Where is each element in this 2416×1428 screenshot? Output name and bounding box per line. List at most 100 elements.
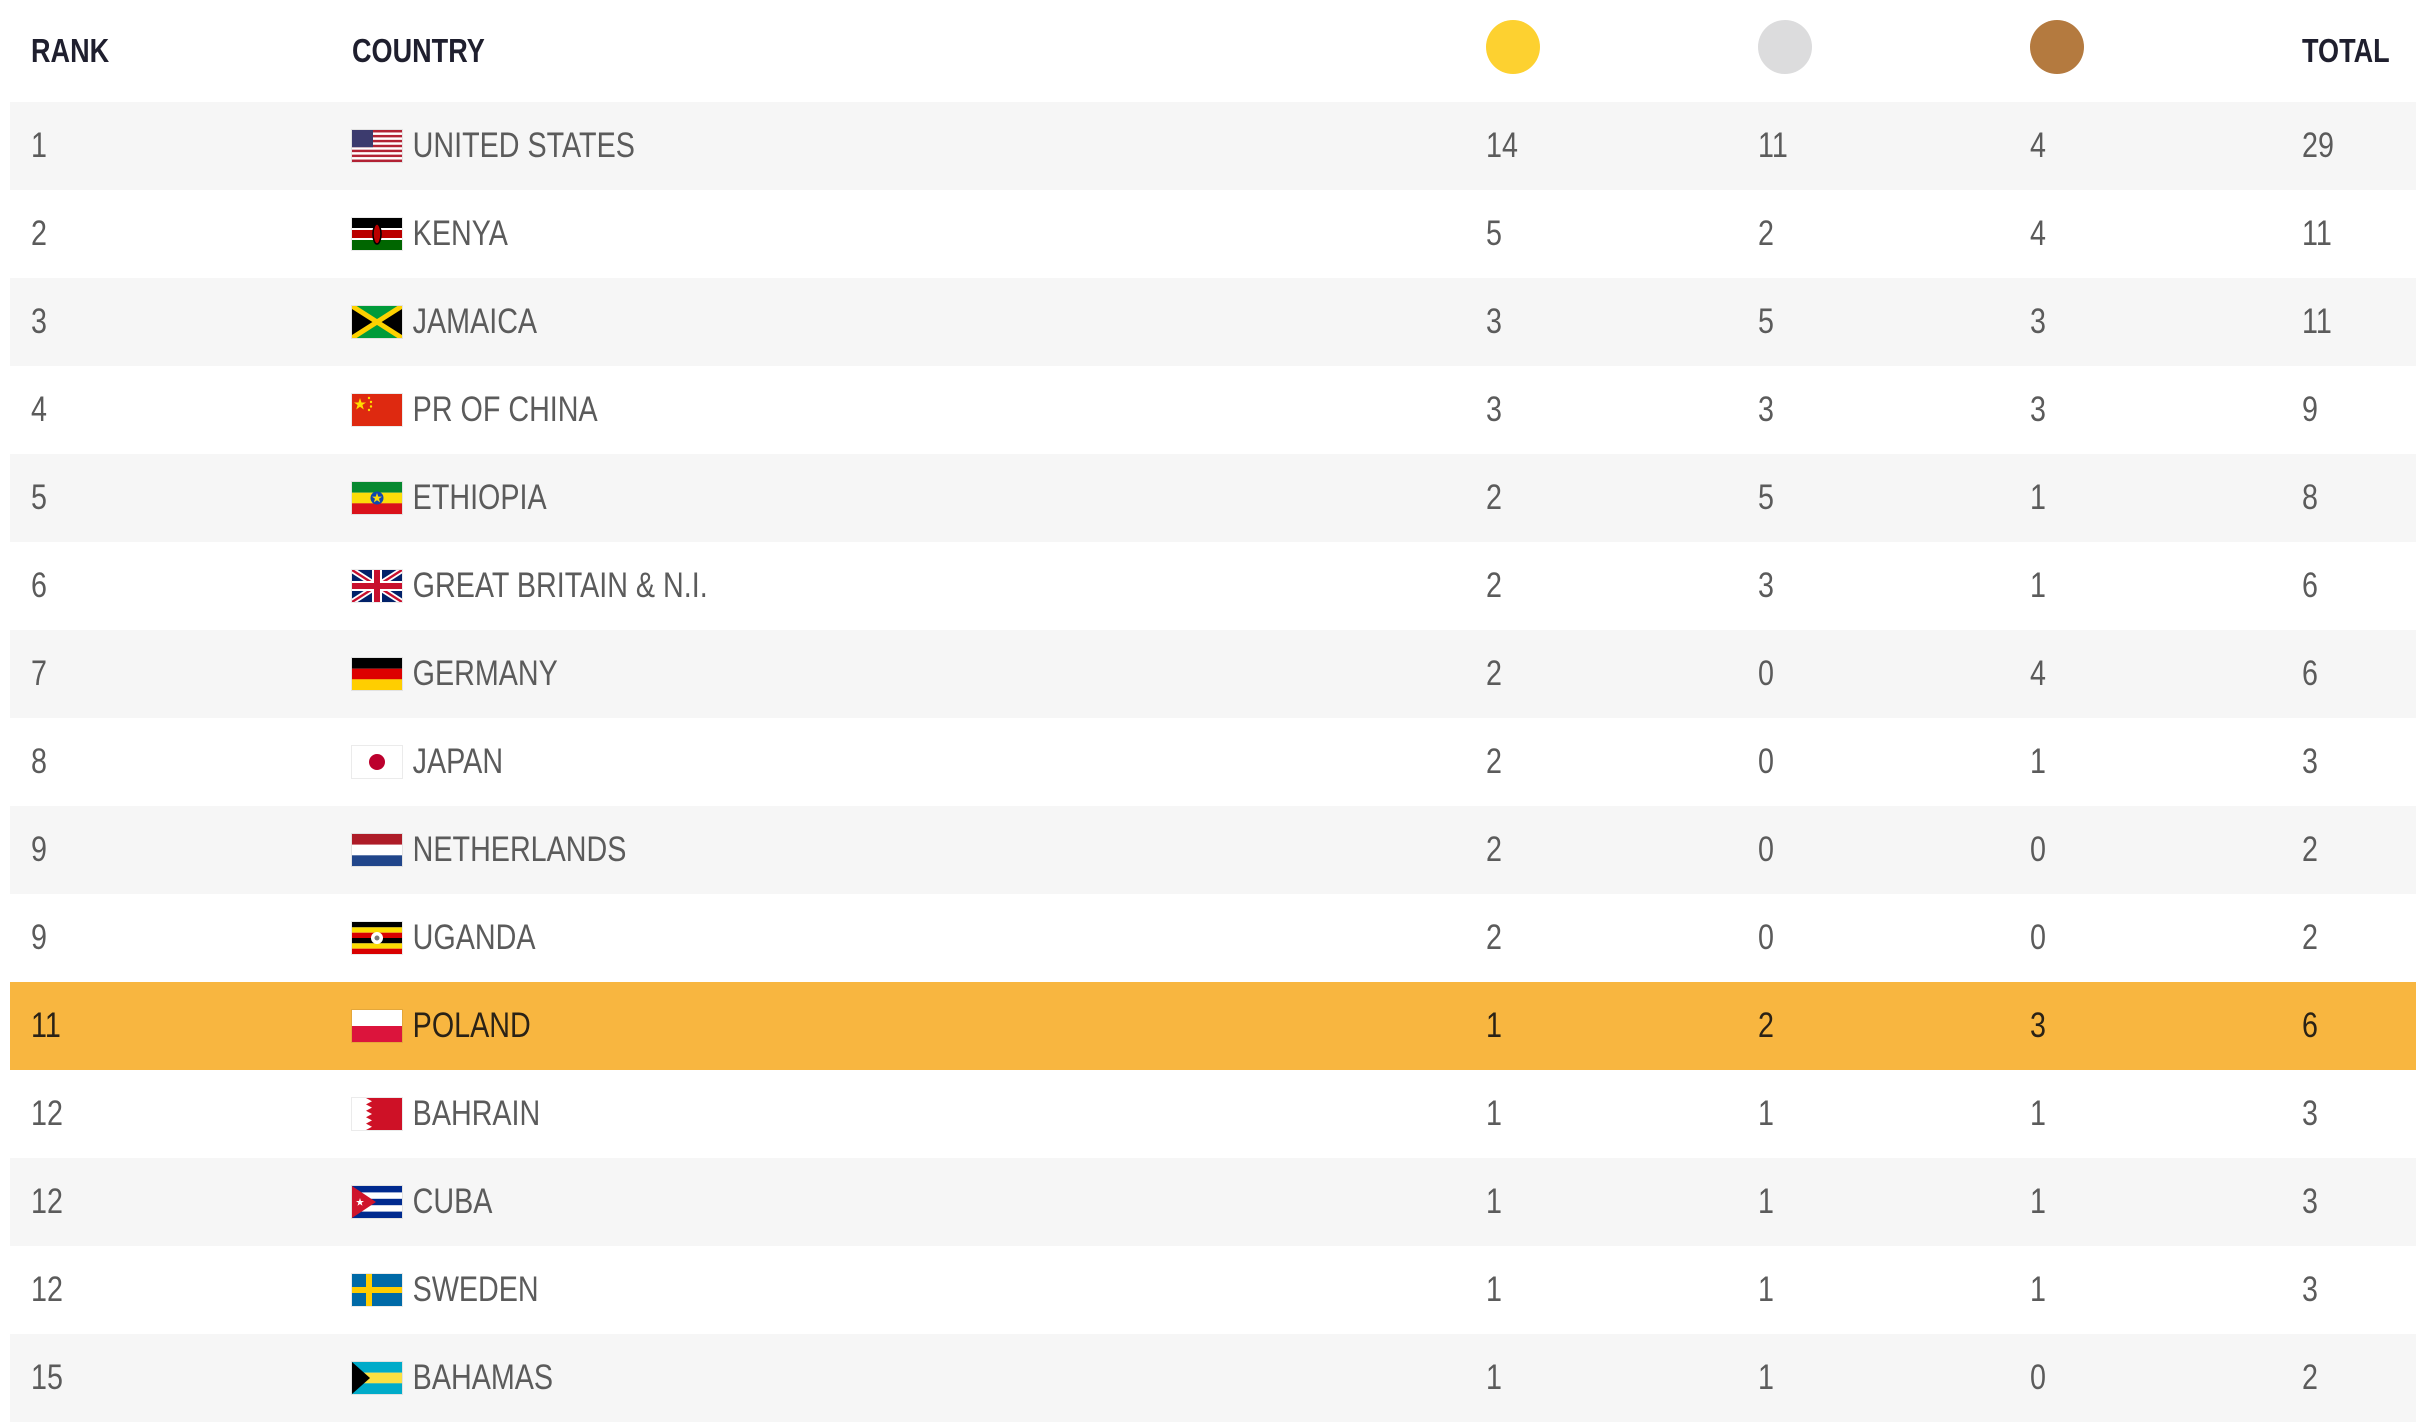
country-name[interactable]: SWEDEN xyxy=(412,1270,539,1309)
total-count: 3 xyxy=(2302,1182,2318,1221)
bronze-count: 1 xyxy=(2030,566,2046,605)
table-row[interactable]: 12 SWEDEN 1 1 1 3 xyxy=(10,1246,2416,1334)
total-count: 9 xyxy=(2302,390,2318,429)
silver-count: 0 xyxy=(1758,742,1774,781)
total-count: 2 xyxy=(2302,918,2318,957)
bronze-count: 4 xyxy=(2030,126,2046,165)
rank-cell: 5 xyxy=(31,478,47,517)
rank-cell: 7 xyxy=(31,654,47,693)
total-count: 11 xyxy=(2302,214,2332,253)
country-cell: GREAT BRITAIN & N.I. xyxy=(352,566,708,606)
country-name[interactable]: GREAT BRITAIN & N.I. xyxy=(412,566,708,605)
gold-count: 2 xyxy=(1486,742,1502,781)
gold-count: 2 xyxy=(1486,654,1502,693)
rank-cell: 1 xyxy=(31,126,47,165)
country-name[interactable]: ETHIOPIA xyxy=(412,478,547,517)
country-cell: ETHIOPIA xyxy=(352,478,547,518)
bronze-count: 1 xyxy=(2030,1270,2046,1309)
table-row[interactable]: 7 GERMANY 2 0 4 6 xyxy=(10,630,2416,718)
flag-uk-icon xyxy=(352,570,402,602)
silver-medal-icon[interactable] xyxy=(1758,20,1812,82)
flag-uganda-icon xyxy=(352,922,402,954)
gold-medal-dot xyxy=(1486,20,1540,74)
table-row[interactable]: 4 PR OF CHINA 3 3 3 9 xyxy=(10,366,2416,454)
country-name[interactable]: KENYA xyxy=(412,214,508,253)
table-row[interactable]: 1 UNITED STATES 14 11 4 29 xyxy=(10,102,2416,190)
country-cell: BAHRAIN xyxy=(352,1094,540,1134)
country-name[interactable]: BAHRAIN xyxy=(412,1094,541,1133)
country-name[interactable]: PR OF CHINA xyxy=(412,390,598,429)
country-name[interactable]: GERMANY xyxy=(412,654,558,693)
rank-cell: 3 xyxy=(31,302,47,341)
silver-count: 1 xyxy=(1758,1358,1774,1397)
header-rank[interactable]: RANK xyxy=(31,32,110,69)
bronze-count: 4 xyxy=(2030,214,2046,253)
table-row[interactable]: 6 GREAT BRITAIN & N.I. 2 3 1 6 xyxy=(10,542,2416,630)
silver-count: 0 xyxy=(1758,830,1774,869)
flag-cuba-icon xyxy=(352,1186,402,1218)
table-row[interactable]: 9 NETHERLANDS 2 0 0 2 xyxy=(10,806,2416,894)
header-total[interactable]: TOTAL xyxy=(2302,32,2390,69)
table-row[interactable]: 11 POLAND 1 2 3 6 xyxy=(10,982,2416,1070)
flag-sweden-icon xyxy=(352,1274,402,1306)
country-cell: BAHAMAS xyxy=(352,1358,553,1398)
gold-count: 1 xyxy=(1486,1270,1502,1309)
total-count: 3 xyxy=(2302,1094,2318,1133)
silver-count: 0 xyxy=(1758,918,1774,957)
table-row[interactable]: 12 BAHRAIN 1 1 1 3 xyxy=(10,1070,2416,1158)
country-name[interactable]: CUBA xyxy=(412,1182,493,1221)
country-cell: SWEDEN xyxy=(352,1270,539,1310)
medal-table: RANK COUNTRY TOTAL 1 UNITED STATES 14 11 4 29… xyxy=(10,0,2416,1422)
total-count: 6 xyxy=(2302,566,2318,605)
flag-bahrain-icon xyxy=(352,1098,402,1130)
table-row[interactable]: 15 BAHAMAS 1 1 0 2 xyxy=(10,1334,2416,1422)
total-count: 3 xyxy=(2302,742,2318,781)
rank-cell: 6 xyxy=(31,566,47,605)
country-name[interactable]: BAHAMAS xyxy=(412,1358,554,1397)
country-cell: UNITED STATES xyxy=(352,126,635,166)
rank-cell: 2 xyxy=(31,214,47,253)
flag-japan-icon xyxy=(352,746,402,778)
bronze-count: 3 xyxy=(2030,302,2046,341)
bronze-count: 1 xyxy=(2030,1182,2046,1221)
bronze-count: 0 xyxy=(2030,1358,2046,1397)
flag-ethiopia-icon xyxy=(352,482,402,514)
bronze-medal-icon[interactable] xyxy=(2030,20,2084,82)
silver-count: 5 xyxy=(1758,302,1774,341)
silver-count: 3 xyxy=(1758,390,1774,429)
table-row[interactable]: 8 JAPAN 2 0 1 3 xyxy=(10,718,2416,806)
country-name[interactable]: NETHERLANDS xyxy=(412,830,627,869)
country-name[interactable]: UGANDA xyxy=(412,918,536,957)
rank-cell: 12 xyxy=(31,1270,63,1309)
bronze-count: 4 xyxy=(2030,654,2046,693)
table-row[interactable]: 3 JAMAICA 3 5 3 11 xyxy=(10,278,2416,366)
gold-count: 2 xyxy=(1486,830,1502,869)
gold-count: 1 xyxy=(1486,1358,1502,1397)
silver-count: 2 xyxy=(1758,1006,1774,1045)
rank-cell: 11 xyxy=(31,1006,61,1045)
country-cell: JAMAICA xyxy=(352,302,537,342)
table-row[interactable]: 5 ETHIOPIA 2 5 1 8 xyxy=(10,454,2416,542)
bronze-count: 0 xyxy=(2030,918,2046,957)
table-body: 1 UNITED STATES 14 11 4 29 2 KENYA 5 2 4 11 3 JAMAICA… xyxy=(10,102,2416,1422)
gold-medal-icon[interactable] xyxy=(1486,20,1540,82)
table-row[interactable]: 2 KENYA 5 2 4 11 xyxy=(10,190,2416,278)
country-name[interactable]: JAMAICA xyxy=(412,302,538,341)
table-row[interactable]: 12 CUBA 1 1 1 3 xyxy=(10,1158,2416,1246)
rank-cell: 12 xyxy=(31,1094,63,1133)
country-cell: KENYA xyxy=(352,214,508,254)
country-name[interactable]: UNITED STATES xyxy=(412,126,635,165)
country-name[interactable]: JAPAN xyxy=(412,742,504,781)
table-row[interactable]: 9 UGANDA 2 0 0 2 xyxy=(10,894,2416,982)
country-name[interactable]: POLAND xyxy=(412,1006,531,1045)
rank-cell: 12 xyxy=(31,1182,63,1221)
silver-count: 5 xyxy=(1758,478,1774,517)
flag-jamaica-icon xyxy=(352,306,402,338)
gold-count: 3 xyxy=(1486,302,1502,341)
total-count: 2 xyxy=(2302,830,2318,869)
bronze-count: 1 xyxy=(2030,742,2046,781)
total-count: 6 xyxy=(2302,1006,2318,1045)
header-country[interactable]: COUNTRY xyxy=(352,32,485,69)
total-count: 2 xyxy=(2302,1358,2318,1397)
silver-medal-dot xyxy=(1758,20,1812,74)
